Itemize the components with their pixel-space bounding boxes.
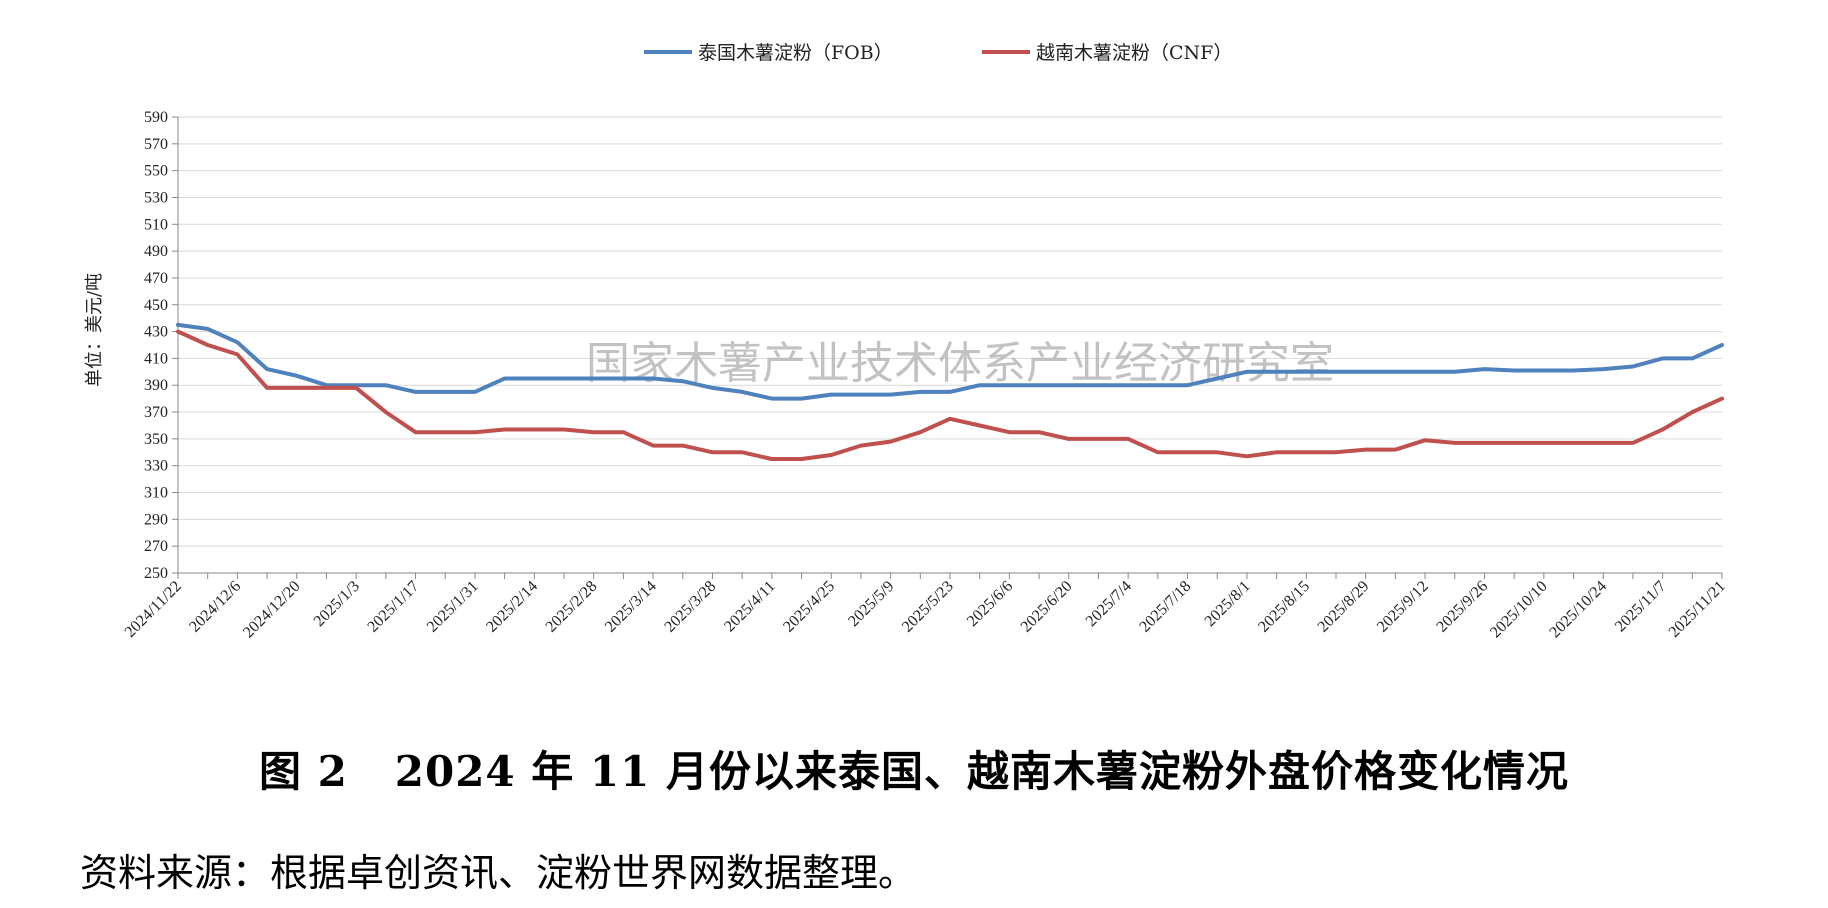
legend-label-vietnam: 越南木薯淀粉（CNF） bbox=[1036, 42, 1232, 64]
x-tick-label: 2025/10/24 bbox=[1546, 578, 1610, 642]
x-tick-label: 2025/11/21 bbox=[1666, 578, 1729, 641]
line-chart: 250 270 290 310 330 350 370 390 410 430 450 470 490 5… bbox=[84, 42, 1729, 642]
x-tick-label: 2025/2/28 bbox=[543, 578, 601, 636]
y-tick-label: 470 bbox=[144, 270, 168, 287]
x-tick-label: 2025/6/20 bbox=[1018, 578, 1076, 636]
legend: 泰国木薯淀粉（FOB） 越南木薯淀粉（CNF） bbox=[644, 42, 1232, 64]
x-tick-label: 2025/1/31 bbox=[424, 578, 482, 636]
figure-caption: 图 2 2024 年 11 月份以来泰国、越南木薯淀粉外盘价格变化情况 bbox=[259, 747, 1569, 796]
x-tick-label: 2025/9/26 bbox=[1433, 578, 1491, 636]
y-tick-label: 290 bbox=[144, 511, 168, 528]
y-tick-label: 430 bbox=[144, 324, 168, 341]
x-tick-label: 2025/3/14 bbox=[602, 578, 660, 636]
x-tick-label: 2025/1/3 bbox=[311, 578, 363, 630]
x-tick-label: 2024/12/6 bbox=[186, 578, 244, 636]
x-tick-label: 2025/7/4 bbox=[1083, 578, 1135, 630]
y-axis-label: 单位：美元/吨 bbox=[84, 273, 105, 387]
y-tick-label: 590 bbox=[144, 109, 168, 126]
x-tick-label: 2024/11/22 bbox=[122, 578, 185, 641]
x-tick-label: 2025/6/6 bbox=[964, 578, 1016, 630]
y-tick-label: 550 bbox=[144, 163, 168, 180]
y-tick-label: 310 bbox=[144, 485, 168, 502]
data-source-note: 资料来源：根据卓创资讯、淀粉世界网数据整理。 bbox=[80, 851, 917, 895]
x-tick-label: 2025/10/10 bbox=[1487, 578, 1551, 642]
y-tick-label: 510 bbox=[144, 216, 168, 233]
y-tick-label: 270 bbox=[144, 538, 168, 555]
x-tick-label: 2025/7/18 bbox=[1136, 578, 1194, 636]
y-tick-label: 570 bbox=[144, 136, 168, 153]
x-tick-label: 2025/9/12 bbox=[1374, 578, 1432, 636]
grid-lines bbox=[178, 116, 1722, 547]
x-tick-label: 2025/8/29 bbox=[1315, 578, 1373, 636]
x-tick-label: 2025/5/9 bbox=[845, 578, 897, 630]
x-tick-label: 2025/8/1 bbox=[1202, 578, 1254, 630]
x-tick-label: 2024/12/20 bbox=[240, 578, 304, 642]
series-line-thailand bbox=[176, 322, 1724, 401]
x-tick-label: 2025/11/7 bbox=[1612, 578, 1669, 635]
x-tick-label: 2025/1/17 bbox=[364, 578, 422, 636]
x-tick-label: 2025/8/15 bbox=[1255, 578, 1313, 636]
watermark: 国家木薯产业技术体系产业经济研究室 bbox=[586, 338, 1334, 389]
y-tick-label: 330 bbox=[144, 458, 168, 475]
y-tick-label: 410 bbox=[144, 350, 168, 367]
y-tick-label: 390 bbox=[144, 377, 168, 394]
x-tick-label: 2025/5/23 bbox=[899, 578, 957, 636]
y-tick-label: 250 bbox=[144, 565, 168, 582]
y-tick-label: 490 bbox=[144, 243, 168, 260]
x-tick-label: 2025/4/25 bbox=[780, 578, 838, 636]
series-line-vietnam bbox=[176, 329, 1724, 461]
x-tick-label: 2025/2/14 bbox=[483, 578, 541, 636]
series-lines bbox=[176, 322, 1724, 461]
y-axis: 250 270 290 310 330 350 370 390 410 430 450 470 490 5… bbox=[144, 109, 179, 582]
y-tick-label: 350 bbox=[144, 431, 168, 448]
y-tick-label: 450 bbox=[144, 297, 168, 314]
x-tick-label: 2025/4/11 bbox=[721, 578, 778, 635]
y-tick-label: 370 bbox=[144, 404, 168, 421]
y-tick-label: 530 bbox=[144, 189, 168, 206]
legend-label-thailand: 泰国木薯淀粉（FOB） bbox=[698, 42, 893, 64]
x-tick-label: 2025/3/28 bbox=[661, 578, 719, 636]
